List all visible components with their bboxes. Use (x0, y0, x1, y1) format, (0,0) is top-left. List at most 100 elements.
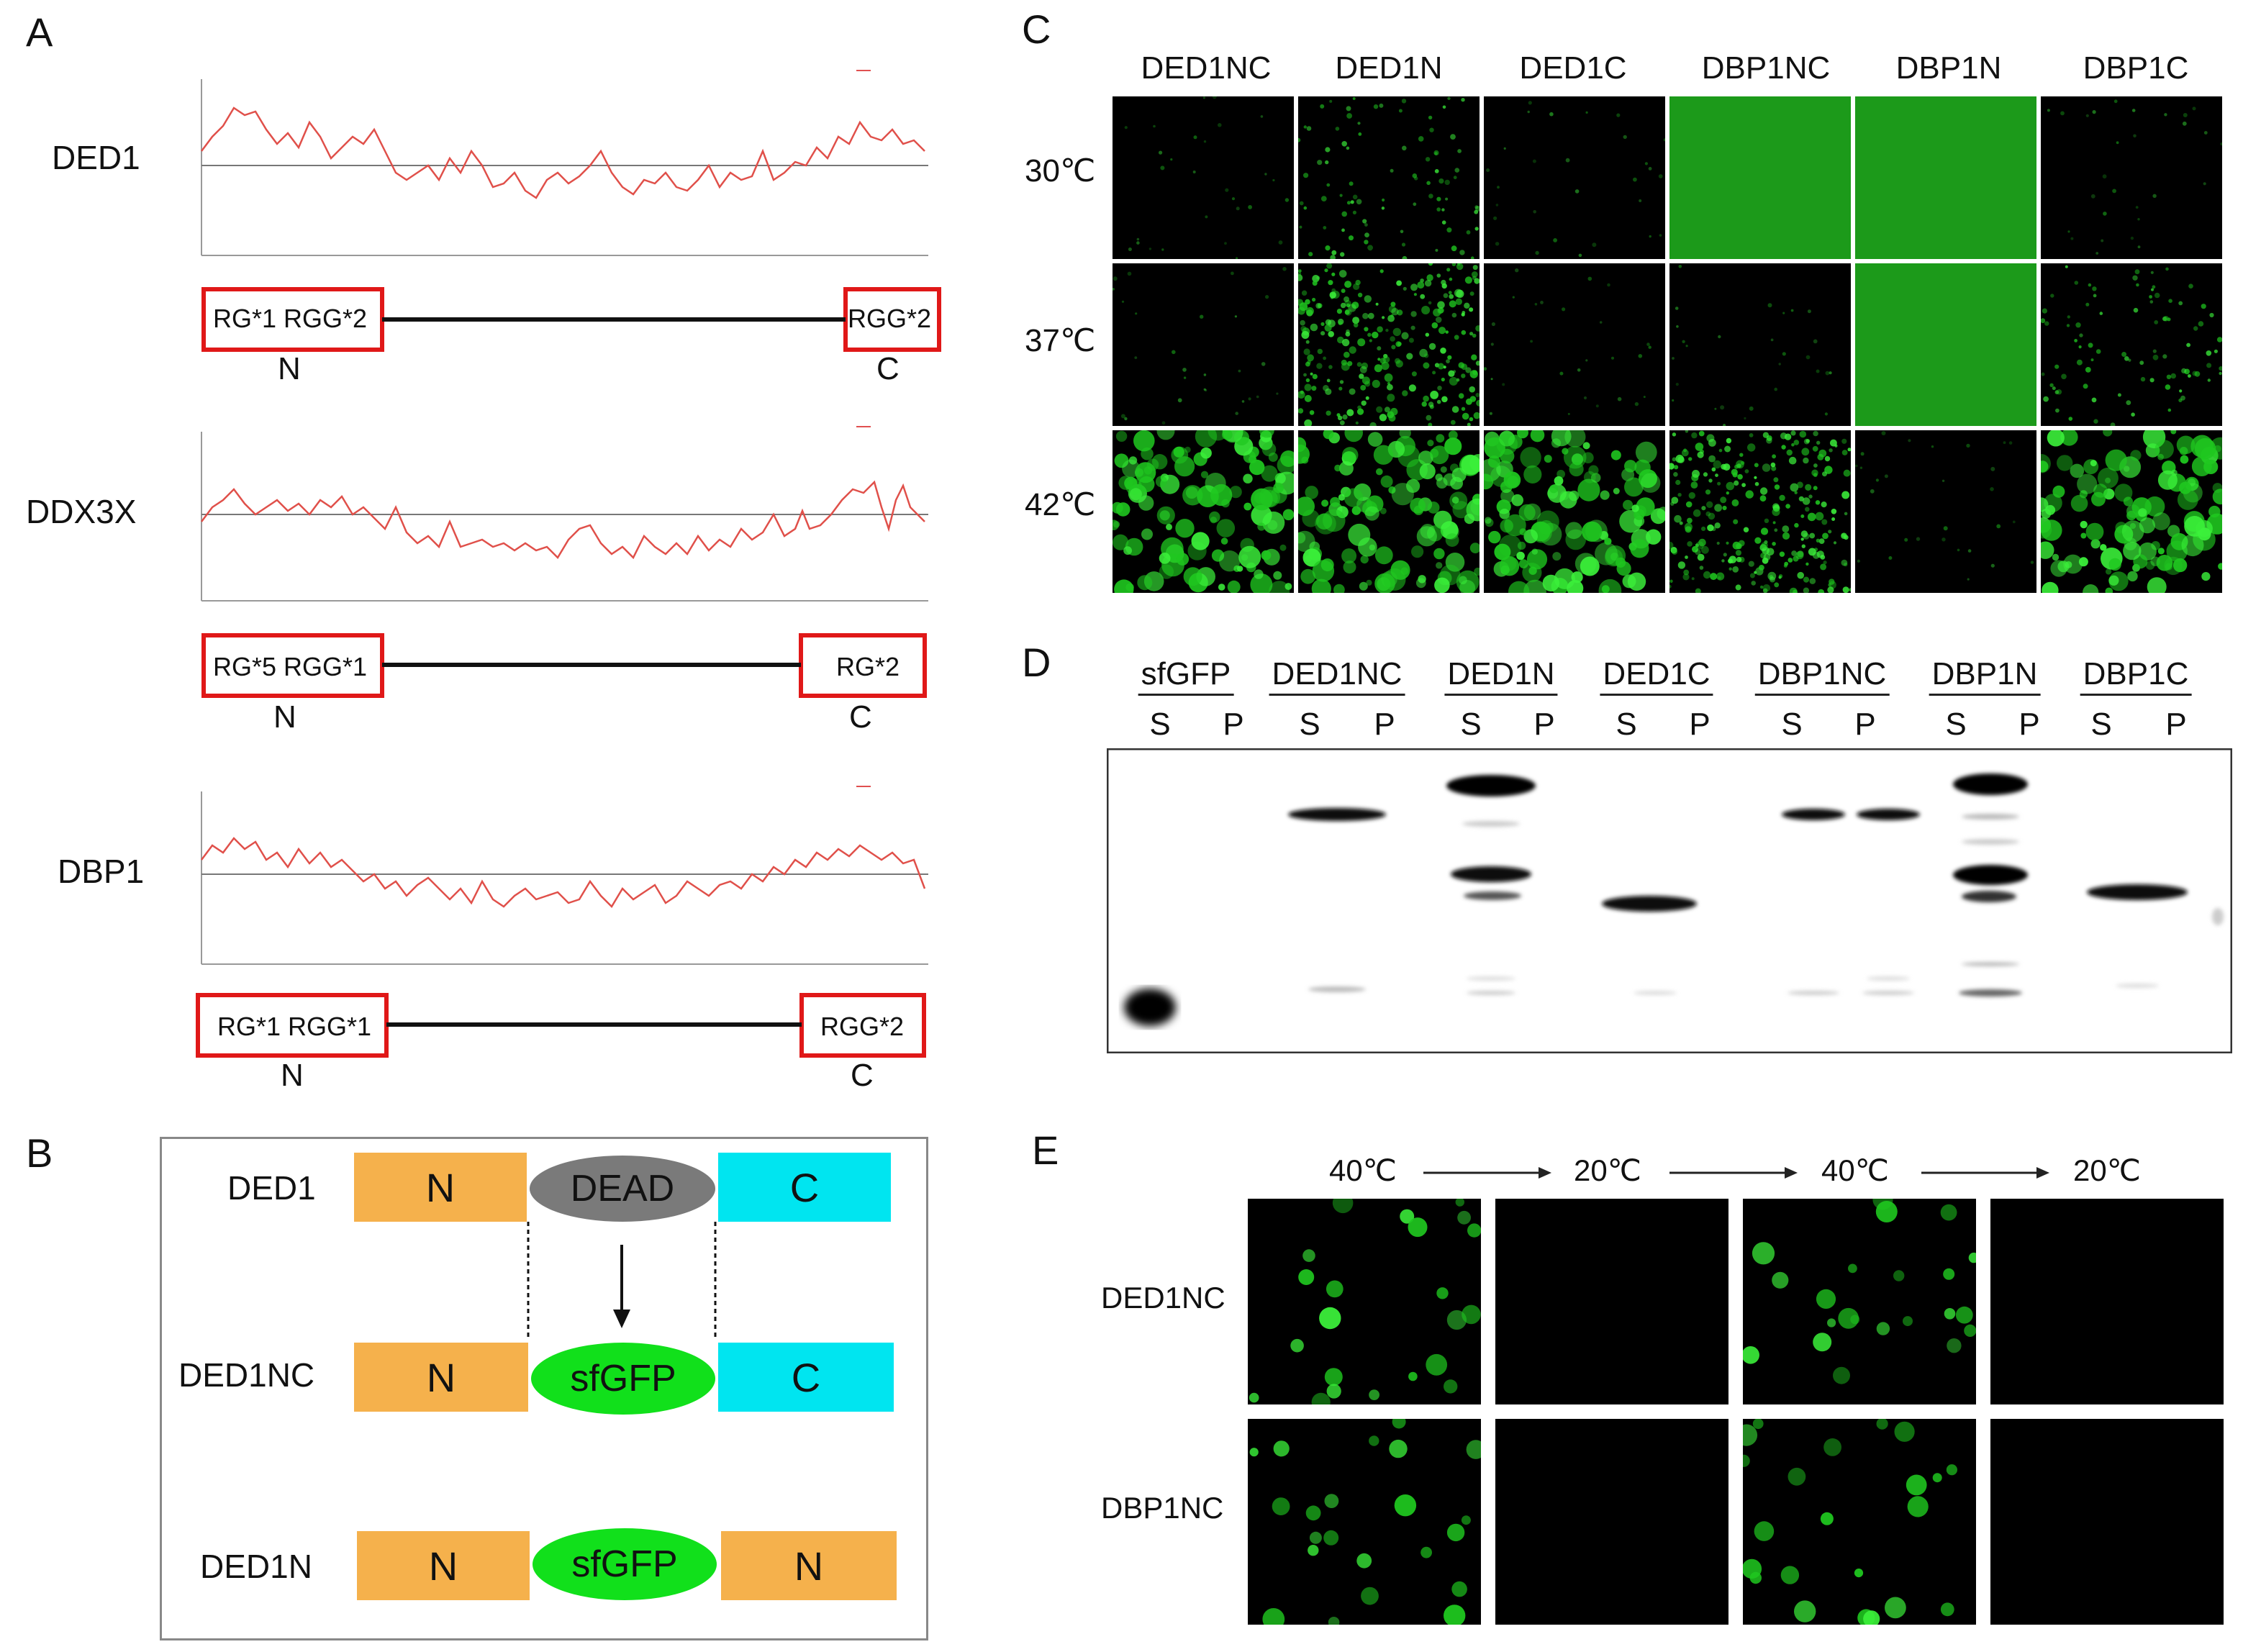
panel-e-letter: E (1032, 1127, 1059, 1173)
protein-label-dbp1: DBP1 (58, 853, 145, 890)
microscopy-tile (1990, 1419, 2224, 1625)
lane-p: P (1223, 707, 1244, 742)
disorder-plot-ded1 (201, 70, 928, 256)
disorder-plot-ddx3x (201, 426, 928, 602)
microscopy-tile (2041, 430, 2222, 593)
lane-label-sfgfp: sfGFP (1138, 656, 1234, 696)
lane-p: P (1533, 707, 1555, 742)
microscopy-tile (1484, 430, 1665, 593)
microscopy-tile (1113, 430, 1294, 593)
ded1-n-terminus: N (278, 351, 301, 386)
microscopy-tile (1669, 96, 1851, 259)
lane-s: S (1945, 707, 1967, 742)
dbp1-n-terminus: N (281, 1058, 304, 1093)
lane-s: S (1460, 707, 1482, 742)
temp-label: 20℃ (2073, 1153, 2141, 1187)
microscopy-tile (1298, 263, 1480, 426)
row-label-30c: 30℃ (1025, 153, 1096, 189)
lane-label-ded1c: DED1C (1600, 656, 1713, 696)
temp-label: 40℃ (1821, 1153, 1889, 1187)
c-domain-box: C (718, 1343, 894, 1412)
domain-diagram-ded1 (201, 287, 941, 352)
microscopy-tile (1990, 1199, 2224, 1404)
dbp1-c-motifs: RGG*2 (820, 1012, 905, 1041)
construct-label-ded1nc: DED1NC (178, 1356, 315, 1394)
lane-s: S (2090, 707, 2112, 742)
lane-p: P (1374, 707, 1395, 742)
microscopy-tile (1484, 263, 1665, 426)
microscopy-tile (2041, 263, 2222, 426)
microscopy-tile (1484, 96, 1665, 259)
column-label-ded1nc: DED1NC (1141, 50, 1272, 86)
protein-label-ddx3x: DDX3X (26, 493, 137, 530)
n-domain-box: N (354, 1343, 528, 1412)
ded1-c-terminus: C (876, 351, 900, 386)
lane-s: S (1299, 707, 1320, 742)
n-domain-box: N (354, 1153, 527, 1222)
lane-p: P (1854, 707, 1876, 742)
row-label-ded1nc: DED1NC (1101, 1281, 1225, 1315)
ddx3x-c-terminus: C (849, 699, 872, 735)
panel-c-letter: C (1022, 6, 1051, 52)
lane-label-ded1nc: DED1NC (1269, 656, 1405, 696)
row-label-42c: 42℃ (1025, 487, 1096, 522)
construct-frame (160, 1137, 928, 1640)
lane-s: S (1781, 707, 1803, 742)
column-label-ded1n: DED1N (1335, 50, 1443, 86)
n-domain-box: N (357, 1531, 530, 1600)
temp-label: 20℃ (1574, 1153, 1641, 1187)
microscopy-tile (1248, 1419, 1481, 1625)
microscopy-grid-e (1246, 1197, 2231, 1625)
panel-b-letter: B (26, 1130, 53, 1176)
lane-label-dbp1c: DBP1C (2080, 656, 2192, 696)
lane-label-dbp1nc: DBP1NC (1754, 656, 1890, 696)
microscopy-tile (1298, 96, 1480, 259)
temp-label: 40℃ (1329, 1153, 1397, 1187)
microscopy-grid-c (1111, 95, 2228, 593)
lane-p: P (1689, 707, 1711, 742)
panel-d-letter: D (1022, 640, 1051, 685)
row-label-37c: 37℃ (1025, 323, 1096, 358)
microscopy-tile (1298, 430, 1480, 593)
column-label-dbp1c: DBP1C (2083, 50, 2189, 86)
domain-diagram-ddx3x (201, 633, 927, 698)
c-domain-box: C (718, 1153, 891, 1222)
microscopy-tile (1113, 96, 1294, 259)
ddx3x-n-terminus: N (273, 699, 296, 735)
microscopy-tile (1113, 263, 1294, 426)
ddx3x-n-motifs: RG*5 RGG*1 (213, 652, 368, 681)
microscopy-tile (1669, 263, 1851, 426)
sfgfp-ellipse: sfGFP (531, 1343, 715, 1415)
microscopy-tile (1743, 1199, 1976, 1404)
disorder-plot-dbp1 (201, 786, 928, 965)
row-label-dbp1nc: DBP1NC (1101, 1491, 1224, 1525)
western-blot (1107, 748, 2232, 1053)
protein-label-ded1: DED1 (52, 139, 140, 176)
construct-label-ded1: DED1 (227, 1169, 316, 1207)
dbp1-n-motifs: RG*1 RGG*1 (217, 1012, 372, 1041)
lane-s: S (1616, 707, 1637, 742)
dbp1-c-terminus: C (851, 1058, 874, 1093)
lane-p: P (2018, 707, 2040, 742)
sfgfp-ellipse: sfGFP (533, 1528, 717, 1600)
construct-diagram (527, 1222, 717, 1340)
microscopy-tile (1743, 1419, 1976, 1625)
microscopy-tile (1495, 1199, 1728, 1404)
n-domain-box: N (721, 1531, 897, 1600)
column-label-ded1c: DED1C (1519, 50, 1627, 86)
lane-label-dbp1n: DBP1N (1929, 656, 2041, 696)
lane-label-ded1n: DED1N (1444, 656, 1558, 696)
ded1-c-motifs: RGG*2 (848, 304, 932, 333)
microscopy-tile (1855, 430, 2036, 593)
domain-diagram-dbp1 (196, 993, 926, 1058)
microscopy-tile (1669, 430, 1851, 593)
ded1-n-motifs: RG*1 RGG*2 (213, 304, 368, 333)
construct-label-ded1n: DED1N (200, 1548, 312, 1585)
microscopy-tile (1855, 263, 2036, 426)
microscopy-tile (2041, 96, 2222, 259)
column-label-dbp1nc: DBP1NC (1701, 50, 1831, 86)
microscopy-tile (1495, 1419, 1728, 1625)
lane-p: P (2165, 707, 2187, 742)
ddx3x-c-motifs: RG*2 (836, 652, 900, 681)
microscopy-tile (1855, 96, 2036, 259)
